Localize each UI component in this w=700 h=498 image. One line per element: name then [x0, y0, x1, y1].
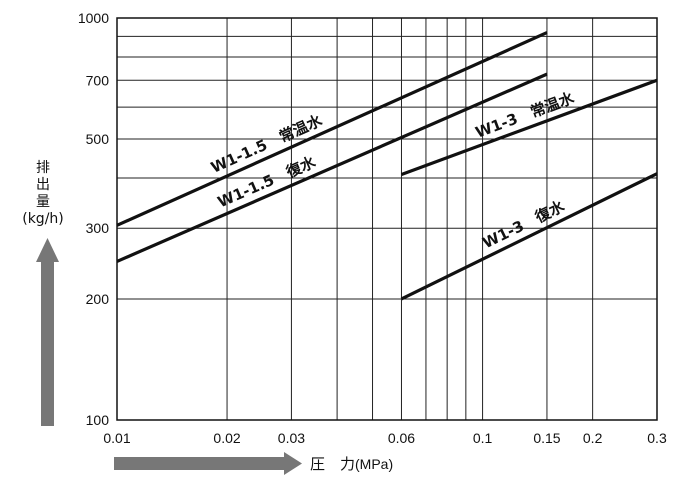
- grid: [116, 17, 658, 421]
- y-tick-label: 700: [86, 72, 110, 88]
- x-tick-label: 0.01: [103, 430, 130, 446]
- y-tick-label: 200: [86, 291, 110, 307]
- series-line: [400, 78, 658, 177]
- y-axis-label: 排 出 量 (kg/h): [18, 160, 68, 228]
- series-line: [116, 31, 548, 227]
- x-axis-label-text: 圧 力: [310, 455, 356, 473]
- series-lines: [116, 31, 658, 301]
- y-axis-label-char-1: 排: [36, 160, 50, 176]
- x-tick-label: 0.15: [533, 430, 560, 446]
- x-tick-label: 0.1: [473, 430, 493, 446]
- series-line: [400, 172, 658, 301]
- x-axis-label: 圧 力(MPa): [310, 453, 393, 474]
- y-tick-label: 100: [86, 412, 110, 428]
- x-arrow-shaft: [114, 457, 284, 470]
- y-arrow-shaft: [41, 262, 54, 426]
- x-tick-label: 0.3: [647, 430, 667, 446]
- plot-frame: [116, 17, 658, 421]
- y-axis-label-char-3: 量: [36, 194, 50, 210]
- x-tick-label: 0.2: [583, 430, 603, 446]
- x-axis-unit: (MPa): [355, 456, 394, 472]
- axis-arrows: [36, 238, 302, 475]
- y-tick-label: 500: [86, 131, 110, 147]
- y-axis-label-char-2: 出: [36, 177, 50, 193]
- y-axis-unit: (kg/h): [22, 211, 64, 227]
- series-line: [116, 72, 548, 263]
- y-tick-label: 300: [86, 220, 110, 236]
- x-arrow-head: [284, 452, 302, 475]
- x-tick-label: 0.02: [213, 430, 240, 446]
- y-arrow-head: [36, 238, 59, 262]
- tick-labels: 0.01 0.02 0.03 0.06 0.1 0.15 0.2 0.3 100 200 300 50…: [78, 10, 667, 446]
- x-tick-label: 0.03: [278, 430, 305, 446]
- x-tick-label: 0.06: [388, 430, 415, 446]
- y-tick-label: 1000: [78, 10, 109, 26]
